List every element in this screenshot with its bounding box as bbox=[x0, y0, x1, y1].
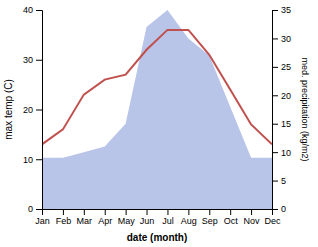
tick: May bbox=[118, 209, 136, 226]
chart: JanFebMarAprMayJunJulAugSepOctNovDec0102… bbox=[0, 0, 318, 247]
marks bbox=[42, 10, 272, 209]
tick-mark bbox=[36, 110, 42, 111]
tick-label: Sep bbox=[202, 216, 218, 226]
tick-label: Jun bbox=[140, 216, 155, 226]
tick-mark bbox=[272, 152, 278, 153]
tick-mark bbox=[36, 209, 42, 210]
tick-mark bbox=[230, 209, 231, 215]
tick: Mar bbox=[77, 209, 93, 226]
tick: Feb bbox=[56, 209, 72, 226]
tick: 30 bbox=[23, 55, 42, 65]
tick: 0 bbox=[28, 204, 42, 214]
tick-mark bbox=[105, 209, 106, 215]
tick-mark bbox=[272, 10, 278, 11]
tick: 35 bbox=[272, 5, 291, 15]
tick-label: 0 bbox=[281, 204, 286, 214]
area bbox=[42, 10, 272, 209]
tick: 40 bbox=[23, 5, 42, 15]
tick-mark bbox=[272, 67, 278, 68]
tick: Jul bbox=[162, 209, 174, 226]
tick-label: 40 bbox=[23, 5, 33, 15]
tick-mark bbox=[36, 10, 42, 11]
tick-label: Jul bbox=[162, 216, 174, 226]
tick: Apr bbox=[98, 209, 112, 226]
tick-mark bbox=[36, 60, 42, 61]
tick-label: 5 bbox=[281, 176, 286, 186]
tick-label: Aug bbox=[181, 216, 197, 226]
tick: 20 bbox=[23, 105, 42, 115]
tick-label: 25 bbox=[281, 62, 291, 72]
tick-label: 20 bbox=[281, 91, 291, 101]
tick: 10 bbox=[272, 148, 291, 158]
tick-mark bbox=[84, 209, 85, 215]
tick: Dec bbox=[264, 209, 281, 226]
tick-mark bbox=[272, 95, 278, 96]
x-axis: Jan Feb Mar Apr May Jun Jul Aug Sep Oct NovDec bbox=[35, 209, 281, 226]
axis-line bbox=[43, 210, 273, 216]
tick-mark bbox=[36, 159, 42, 160]
tick: 25 bbox=[272, 62, 291, 72]
tick-label: Apr bbox=[98, 216, 112, 226]
tick-label: May bbox=[118, 216, 136, 226]
tick: Sep bbox=[202, 209, 218, 226]
tick-mark bbox=[147, 209, 148, 215]
plot: JanFebMarAprMayJunJulAugSepOctNovDec0102… bbox=[3, 5, 310, 243]
tick-mark bbox=[272, 181, 278, 182]
y-axis: 0 10 20 30 40 bbox=[23, 5, 43, 214]
tick: 10 bbox=[23, 155, 42, 165]
tick-label: Dec bbox=[264, 216, 281, 226]
tick-mark bbox=[272, 38, 278, 39]
tick: Jun bbox=[140, 209, 155, 226]
tick-label: 30 bbox=[23, 55, 33, 65]
tick-mark bbox=[188, 209, 189, 215]
tick: Nov bbox=[244, 209, 261, 226]
y2-axis: 0 5 10 15 20 25 30 35 bbox=[272, 5, 291, 214]
axis-line bbox=[273, 11, 279, 210]
tick-label: Jan bbox=[35, 216, 50, 226]
tick-label: Oct bbox=[224, 216, 239, 226]
tick-mark bbox=[63, 209, 64, 215]
tick: 30 bbox=[272, 34, 291, 44]
tick-label: 20 bbox=[23, 105, 33, 115]
tick-mark bbox=[209, 209, 210, 215]
tick: Aug bbox=[181, 209, 197, 226]
tick: 20 bbox=[272, 91, 291, 101]
tick-mark bbox=[251, 209, 252, 215]
tick: Oct bbox=[224, 209, 239, 226]
tick: 15 bbox=[272, 119, 291, 129]
tick: 0 bbox=[272, 204, 286, 214]
tick-label: Mar bbox=[77, 216, 93, 226]
tick-mark bbox=[272, 124, 278, 125]
tick-label: Feb bbox=[56, 216, 72, 226]
tick-label: 35 bbox=[281, 5, 291, 15]
axis-line bbox=[36, 11, 43, 210]
tick-label: 10 bbox=[281, 148, 291, 158]
tick-mark bbox=[272, 209, 278, 210]
y2-axis-title: med. precipitation (kg/m2) bbox=[300, 57, 310, 161]
tick: 5 bbox=[272, 176, 286, 186]
tick-mark bbox=[126, 209, 127, 215]
tick-label: 0 bbox=[28, 204, 33, 214]
x-axis-title: date (month) bbox=[127, 232, 188, 243]
tick-label: 15 bbox=[281, 119, 291, 129]
tick-label: 30 bbox=[281, 34, 291, 44]
tick-label: Nov bbox=[244, 216, 261, 226]
line bbox=[42, 30, 272, 144]
tick: Jan bbox=[35, 209, 50, 226]
tick-label: 10 bbox=[23, 155, 33, 165]
y-axis-title: max temp (C) bbox=[3, 79, 14, 140]
tick-mark bbox=[167, 209, 168, 215]
